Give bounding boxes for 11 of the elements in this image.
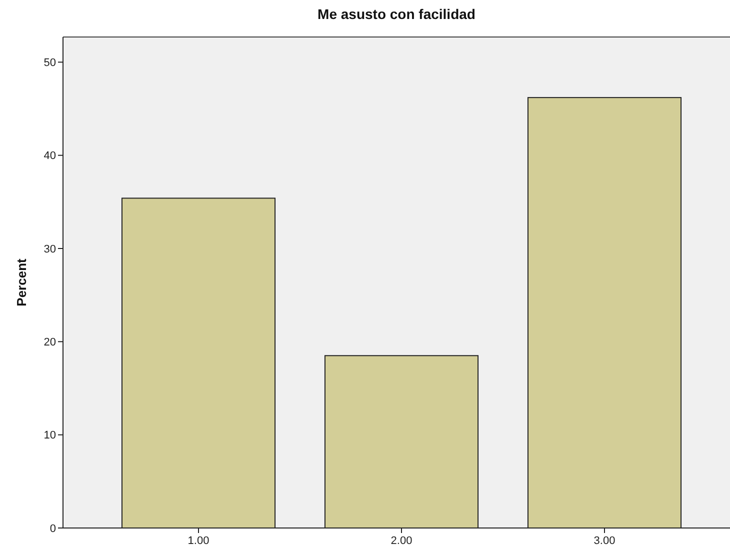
y-axis-title: Percent xyxy=(14,258,29,306)
y-tick-label: 10 xyxy=(44,430,56,442)
x-tick-label: 1.00 xyxy=(188,535,210,547)
y-tick-label: 0 xyxy=(50,522,56,535)
y-tick-label: 20 xyxy=(44,336,56,349)
chart-title: Me asusto con facilidad xyxy=(318,6,476,22)
y-tick-label: 40 xyxy=(44,150,56,162)
y-tick-label: 50 xyxy=(44,57,56,70)
x-tick-label: 3.00 xyxy=(594,535,616,547)
y-tick-label: 30 xyxy=(44,243,56,256)
x-tick-label: 2.00 xyxy=(390,535,412,547)
